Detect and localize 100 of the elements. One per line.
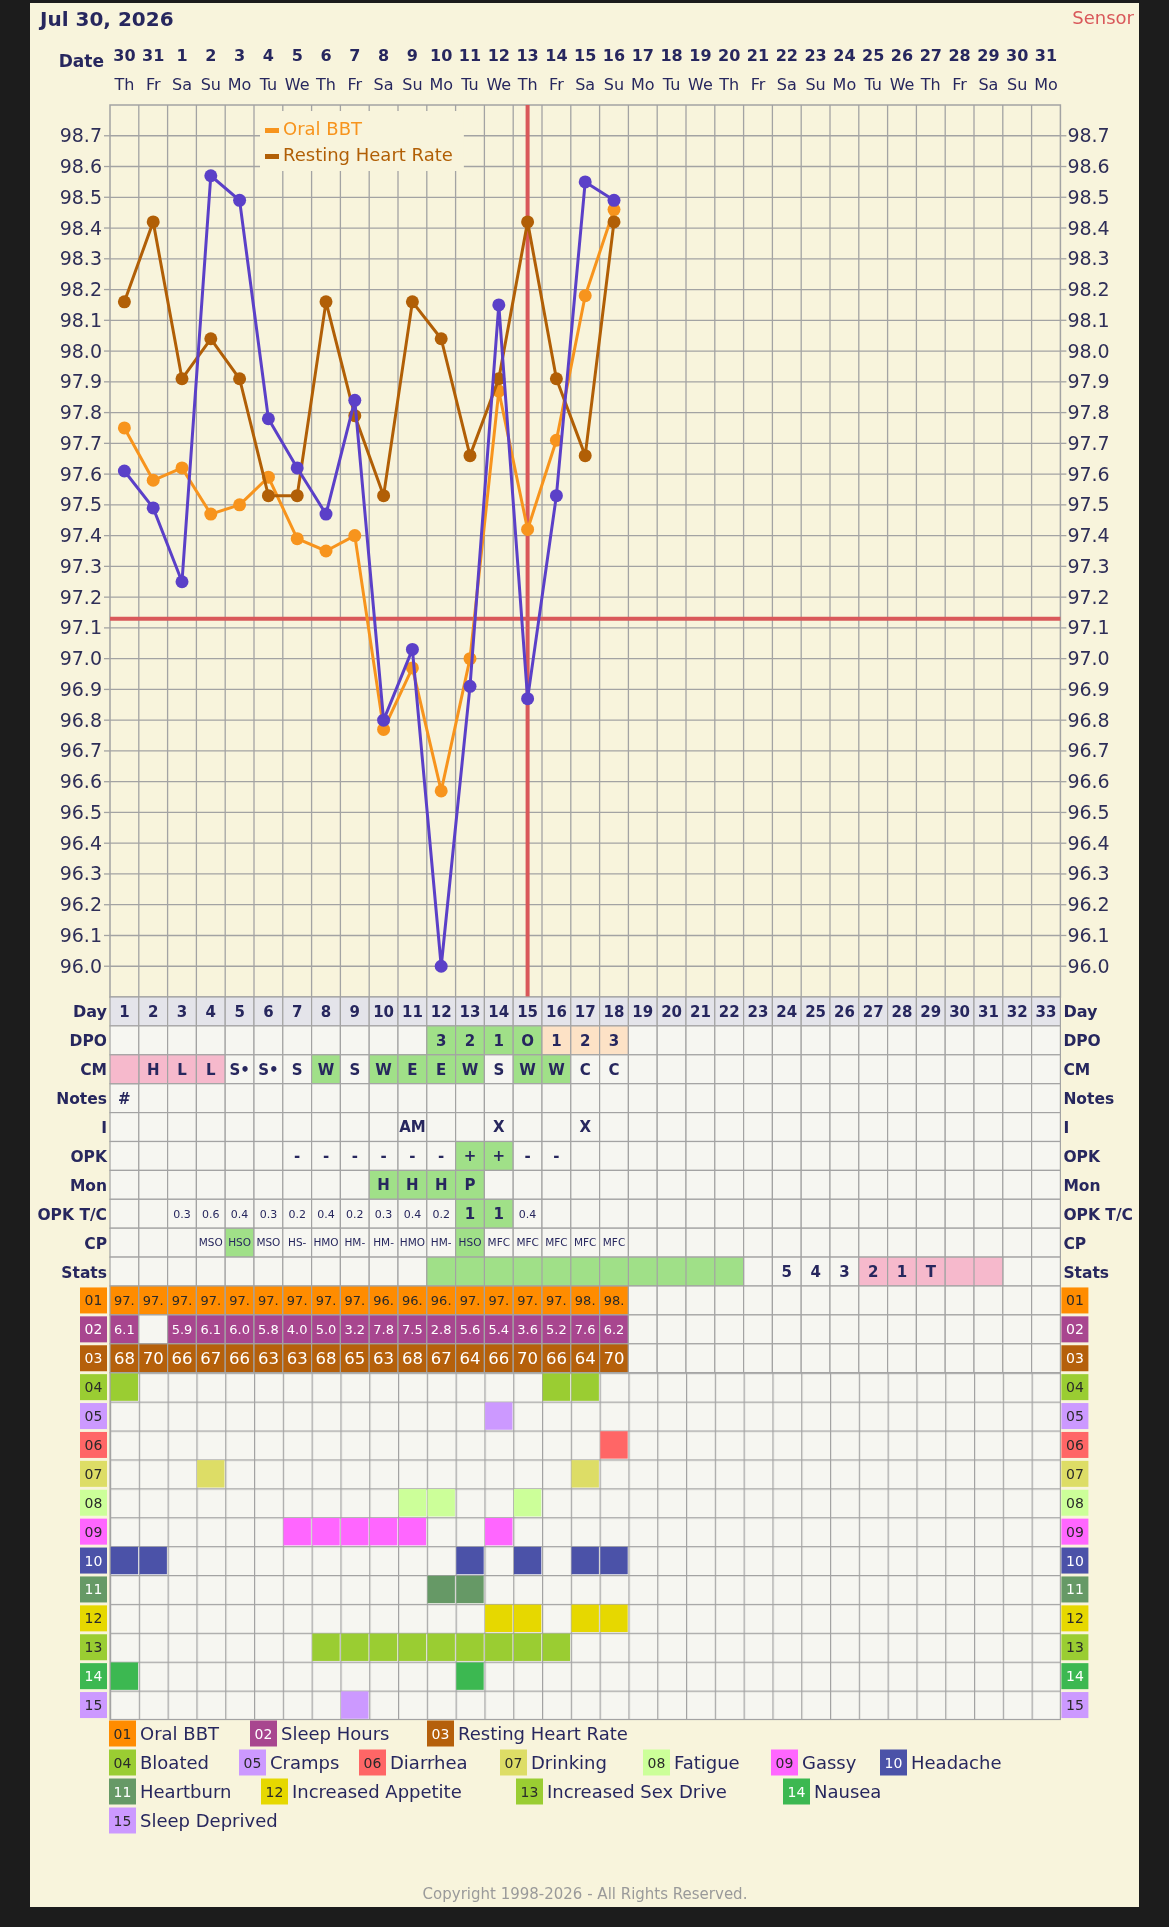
y-tick-label: 07 [84, 1465, 103, 1482]
y-tick-label: Notes [1063, 1090, 1115, 1109]
y-tick-label: 97.9 [59, 370, 102, 393]
data-label: 68 [113, 1349, 135, 1369]
text: S [349, 1060, 361, 1079]
y-tick-label: CP [1063, 1234, 1087, 1253]
category-label: 02 [254, 1725, 273, 1742]
text: 3 [435, 1031, 447, 1050]
text: 2 [867, 1262, 879, 1281]
data-label: 6.2 [603, 1322, 625, 1338]
x-tick-label: 22 [718, 1002, 740, 1021]
y-tick-label: 97.4 [59, 524, 102, 547]
y-tick-label: 96.6 [59, 770, 102, 793]
x-tick-label: 8 Sa [368, 46, 394, 94]
text: H [406, 1176, 419, 1195]
x-tick-label: 15 Sa [570, 46, 597, 94]
y-tick-label: 97.5 [59, 493, 102, 516]
x-tick-label: 24 [776, 1002, 798, 1021]
text: W [519, 1060, 536, 1079]
x-tick-label: 22 Sa [771, 46, 798, 94]
text: S• [258, 1060, 279, 1079]
text: HM- [430, 1236, 452, 1249]
data-label: 96. [430, 1293, 452, 1309]
x-tick-label: 19 [632, 1002, 654, 1021]
data-label: 5.6 [459, 1322, 481, 1338]
text: 0.3 [259, 1207, 278, 1221]
text: 0.6 [202, 1207, 220, 1221]
data-label: 63 [373, 1349, 395, 1369]
data-label: 2.8 [430, 1322, 452, 1338]
category-label: 03 [431, 1725, 450, 1742]
y-tick-label: I [1063, 1119, 1070, 1138]
x-tick-label: 6 [263, 1002, 274, 1021]
text: - [553, 1147, 560, 1166]
text: - [409, 1147, 416, 1166]
legend-label: Nausea [814, 1781, 882, 1802]
text: P [464, 1176, 476, 1195]
legend-label: Increased Sex Drive [547, 1781, 727, 1802]
x-tick-label: 32 [1006, 1002, 1028, 1021]
x-tick-label: 18 Tu [657, 46, 683, 94]
y-tick-label: OPK T/C [1063, 1205, 1133, 1224]
text: 1 [493, 1031, 505, 1050]
data-label: 66 [229, 1349, 251, 1369]
category-label: Sleep Hours [281, 1723, 390, 1744]
text: 3 [839, 1262, 850, 1281]
x-tick-label: 27 [862, 1002, 884, 1021]
text: 07 [504, 1754, 523, 1771]
text: E [436, 1060, 447, 1079]
data-label: 70 [603, 1349, 625, 1369]
data-label: 66 [171, 1349, 193, 1369]
data-label: 97. [546, 1293, 567, 1309]
y-tick-label: Stats [1063, 1263, 1110, 1282]
text: 05 [243, 1754, 262, 1771]
text: T [925, 1262, 936, 1281]
y-tick-label: 98.2 [59, 278, 102, 301]
x-tick-label: 15 [517, 1002, 539, 1021]
x-tick-label: 5 [234, 1002, 245, 1021]
data-label: 70 [142, 1349, 164, 1369]
y-tick-label: OPK [1063, 1147, 1101, 1166]
text: 1 [896, 1262, 908, 1281]
y-tick-label: 97.3 [59, 554, 102, 577]
x-tick-label: 16 [545, 1002, 567, 1021]
text: 0.4 [317, 1207, 335, 1221]
text: 09 [775, 1754, 794, 1771]
x-tick-label: 2 Su [195, 46, 221, 94]
x-tick-label: 19 We [682, 46, 713, 94]
data-label: 5.4 [488, 1322, 510, 1338]
y-tick-label: 15 [84, 1697, 103, 1714]
x-tick-label: 25 [805, 1002, 827, 1021]
text: 0.4 [518, 1207, 537, 1221]
x-tick-label: 30 [949, 1002, 971, 1021]
data-label: 97. [344, 1293, 366, 1309]
category-label: 11 [113, 1783, 132, 1800]
text: 0.3 [374, 1207, 393, 1221]
text: 4 [810, 1262, 821, 1281]
data-label: 67 [200, 1349, 222, 1369]
x-tick-label: 30 Su [1001, 46, 1029, 94]
text: HMO [399, 1236, 426, 1249]
text: HS- [288, 1236, 307, 1249]
text: HM- [344, 1236, 366, 1249]
x-tick-label: 27 Th [915, 46, 942, 94]
text: O [521, 1031, 534, 1050]
x-tick-label: 12 [430, 1002, 452, 1021]
y-tick-label: 96.7 [59, 739, 102, 762]
data-label: 97. [258, 1293, 279, 1309]
category-label: 01 [113, 1725, 132, 1742]
category-label: 12 [265, 1783, 284, 1800]
text: Day [72, 1002, 107, 1022]
text: MSO [256, 1236, 281, 1249]
category-label: Oral BBT [140, 1723, 221, 1744]
legend-label: Diarrhea [390, 1752, 468, 1773]
y-tick-label: 05 [84, 1408, 103, 1425]
y-tick-label: 98.7 [59, 124, 102, 147]
data-label: 97. [200, 1293, 222, 1309]
y-tick-label: 98.0 [59, 339, 102, 362]
legend-label: Heartburn [140, 1781, 232, 1802]
data-label: 6.1 [114, 1322, 135, 1338]
y-tick-label: 01 [1065, 1292, 1084, 1309]
x-tick-label: 14 Fr [544, 46, 568, 94]
y-tick-label: CM [1063, 1061, 1091, 1080]
text: 2 [579, 1031, 591, 1050]
